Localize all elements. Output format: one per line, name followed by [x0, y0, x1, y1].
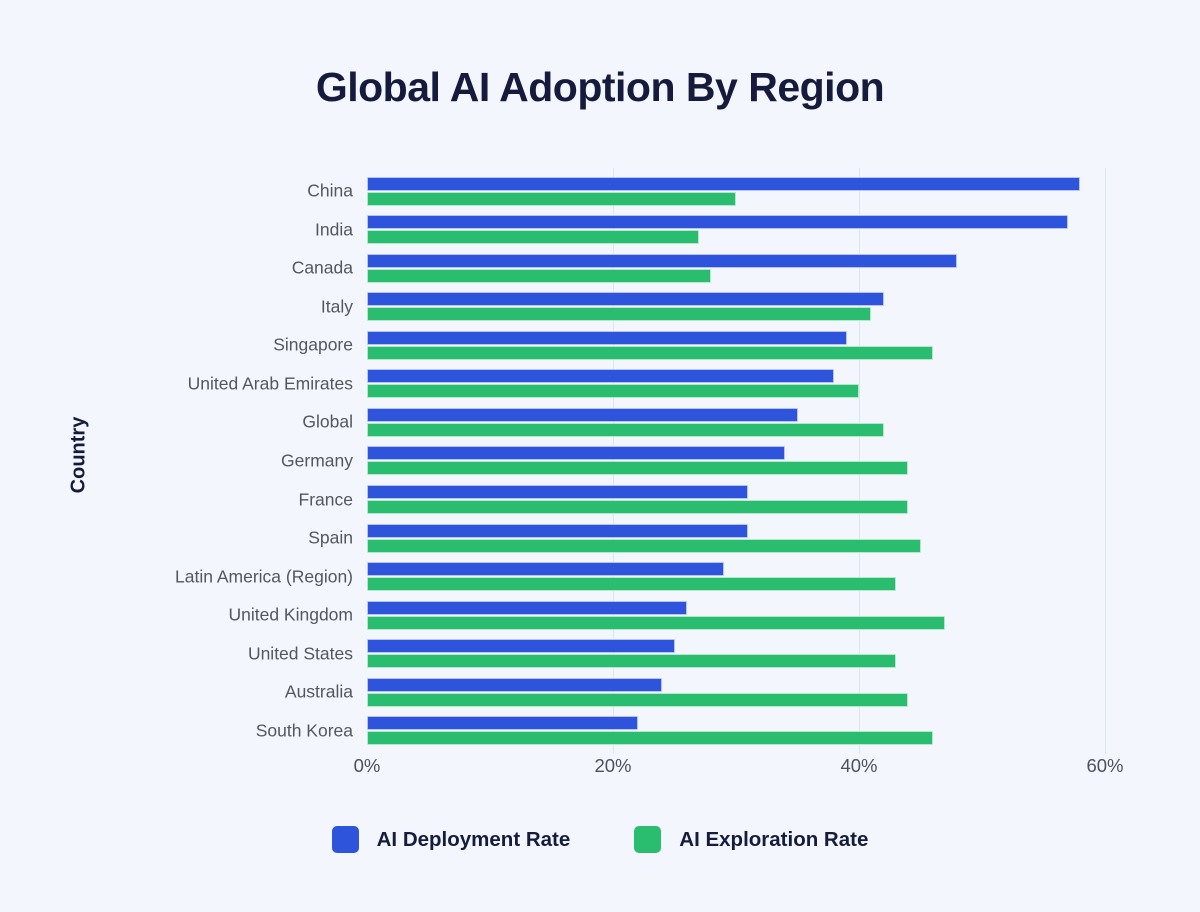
- bar-exploration[interactable]: [367, 384, 859, 399]
- chart-row: South Korea: [256, 711, 1129, 750]
- chart-row: United States: [248, 634, 1129, 673]
- legend-swatch: [634, 826, 662, 853]
- bar-deployment[interactable]: [367, 330, 847, 345]
- legend-swatch: [331, 826, 359, 853]
- x-tick-label: 60%: [1086, 755, 1124, 776]
- category-label: Germany: [281, 450, 353, 471]
- bar-deployment[interactable]: [367, 677, 663, 692]
- chart-row: Latin America (Region): [175, 557, 1129, 596]
- chart-row: Global: [302, 403, 1129, 442]
- chart-row: Canada: [292, 249, 1129, 288]
- chart-title: Global AI Adoption By Region: [315, 64, 885, 110]
- category-label: India: [315, 219, 353, 240]
- bar-deployment[interactable]: [367, 485, 749, 500]
- bar-deployment[interactable]: [367, 716, 638, 731]
- chart-row: United Arab Emirates: [188, 365, 1129, 404]
- category-label: Canada: [291, 257, 353, 278]
- category-label: Global: [302, 411, 353, 432]
- bar-deployment[interactable]: [367, 176, 1081, 191]
- legend-item-deployment[interactable]: AI Deployment Rate: [331, 826, 571, 853]
- bar-exploration[interactable]: [367, 654, 896, 669]
- bar-deployment[interactable]: [367, 215, 1069, 230]
- category-label: China: [307, 180, 353, 201]
- category-label: France: [298, 489, 353, 510]
- bar-exploration[interactable]: [367, 538, 921, 553]
- bar-exploration[interactable]: [367, 461, 909, 476]
- category-label: United States: [247, 643, 353, 664]
- chart-row: France: [299, 480, 1129, 519]
- category-label: Australia: [284, 681, 353, 702]
- plot-area: China India Canada Italy Singapore United Ara…: [175, 168, 1129, 776]
- category-label: Italy: [320, 296, 353, 317]
- bar-rows: China India Canada Italy Singapore United Ara…: [175, 172, 1129, 750]
- chart-row: India: [315, 211, 1129, 250]
- bar-deployment[interactable]: [367, 292, 884, 307]
- gridline: [1105, 168, 1106, 754]
- x-tick-label: 40%: [840, 755, 878, 776]
- category-label: Spain: [308, 527, 353, 548]
- bar-exploration[interactable]: [367, 345, 933, 360]
- bar-exploration[interactable]: [367, 692, 909, 707]
- bar-exploration[interactable]: [367, 307, 872, 322]
- bar-exploration[interactable]: [367, 268, 712, 283]
- category-label: United Arab Emirates: [187, 373, 353, 394]
- category-label: South Korea: [255, 720, 353, 741]
- chart-row: Singapore: [273, 326, 1129, 365]
- bar-deployment[interactable]: [367, 639, 675, 654]
- bar-deployment[interactable]: [367, 523, 749, 538]
- x-tick-label: 0%: [353, 755, 381, 776]
- x-axis-tick-labels: 0% 20% 40% 60%: [354, 755, 1129, 779]
- chart-row: Australia: [285, 673, 1129, 712]
- chart-row: Italy: [321, 288, 1129, 327]
- gridline: [613, 168, 614, 754]
- x-tick-label: 20%: [594, 755, 632, 776]
- category-label: Singapore: [273, 334, 353, 355]
- bar-deployment[interactable]: [367, 446, 786, 461]
- bar-exploration[interactable]: [367, 577, 896, 592]
- y-axis-title: Country: [67, 416, 90, 494]
- category-label: United Kingdom: [228, 604, 353, 625]
- bar-deployment[interactable]: [367, 369, 835, 384]
- chart-row: Spain: [308, 519, 1129, 558]
- legend: AI Deployment Rate AI Exploration Rate: [0, 826, 1200, 853]
- legend-label: AI Deployment Rate: [376, 827, 571, 851]
- chart-row: Germany: [281, 442, 1129, 481]
- bar-deployment[interactable]: [367, 600, 687, 615]
- bar-deployment[interactable]: [367, 562, 724, 577]
- gridline: [859, 168, 860, 754]
- bar-deployment[interactable]: [367, 407, 798, 422]
- bar-exploration[interactable]: [367, 191, 736, 206]
- bar-exploration[interactable]: [367, 731, 933, 746]
- bar-exploration[interactable]: [367, 422, 884, 437]
- legend-item-exploration[interactable]: AI Exploration Rate: [634, 826, 868, 853]
- category-label: Latin America (Region): [175, 566, 353, 587]
- bar-exploration[interactable]: [367, 500, 909, 515]
- chart-row: China: [307, 172, 1129, 211]
- legend-label: AI Exploration Rate: [679, 827, 869, 851]
- bar-exploration[interactable]: [367, 230, 700, 245]
- bar-exploration[interactable]: [367, 615, 946, 630]
- bar-deployment[interactable]: [367, 253, 958, 268]
- chart-row: United Kingdom: [228, 596, 1129, 635]
